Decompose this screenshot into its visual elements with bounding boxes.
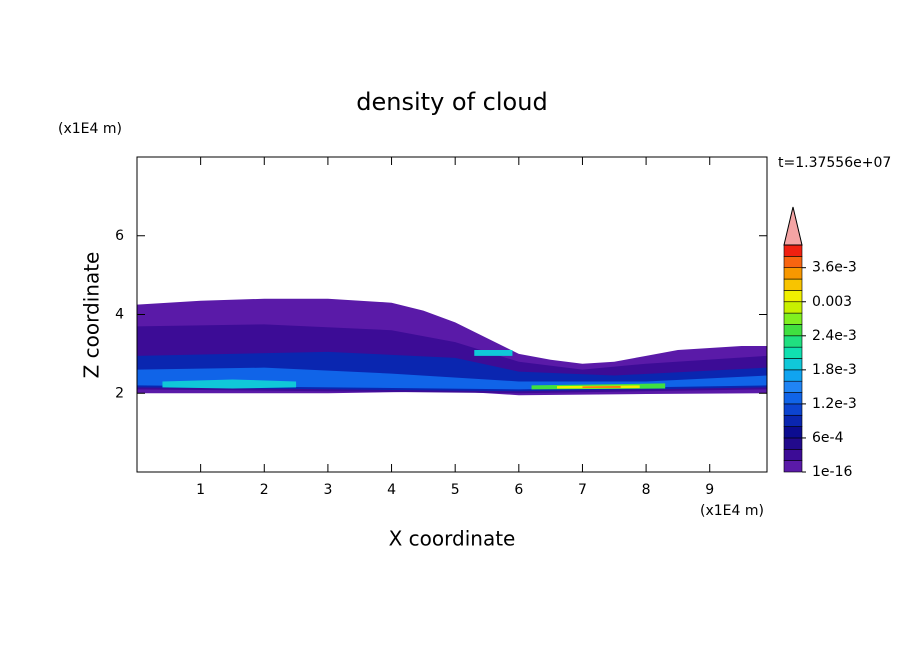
colorbar-extend (783, 206, 803, 246)
colorbar-box (783, 448, 803, 461)
colorbar-label: 2.4e-3 (812, 328, 857, 344)
colorbar-box (783, 301, 803, 314)
colorbar-box (783, 437, 803, 450)
cloud-region (474, 349, 513, 356)
colorbar-label: 1.2e-3 (812, 396, 857, 412)
colorbar-box (783, 426, 803, 439)
colorbar-label: 6e-4 (812, 430, 844, 446)
x-tick-label: 7 (578, 482, 587, 498)
colorbar-label: 3.6e-3 (812, 260, 857, 276)
x-tick-label: 6 (514, 482, 523, 498)
y-unit: (x1E4 m) (58, 121, 122, 137)
colorbar-box (783, 369, 803, 382)
time-label: t=1.37556e+07 (778, 155, 891, 171)
colorbar-box (783, 290, 803, 303)
colorbar-box (783, 312, 803, 325)
x-tick-label: 8 (642, 482, 651, 498)
colorbar-label: 0.003 (812, 294, 852, 310)
y-axis-label: Z coordinate (80, 252, 104, 379)
colorbar-box (783, 346, 803, 359)
x-tick-label: 2 (260, 482, 269, 498)
x-unit: (x1E4 m) (700, 503, 764, 519)
x-axis-label: X coordinate (389, 527, 516, 551)
x-tick-label: 4 (387, 482, 396, 498)
colorbar-box (783, 358, 803, 371)
colorbar-box (783, 278, 803, 291)
y-tick-label: 6 (115, 228, 124, 244)
x-tick-label: 9 (705, 482, 714, 498)
cloud-region (582, 386, 621, 388)
x-tick-label: 1 (196, 482, 205, 498)
colorbar-box (783, 324, 803, 337)
colorbar-box (783, 460, 803, 473)
x-tick-label: 5 (451, 482, 460, 498)
colorbar-box (783, 244, 803, 257)
y-tick-label: 4 (115, 307, 124, 323)
colorbar-box (783, 392, 803, 405)
colorbar-box (783, 256, 803, 269)
colorbar-label: 1.8e-3 (812, 362, 857, 378)
cloud-region (162, 379, 297, 389)
x-tick-label: 3 (323, 482, 332, 498)
colorbar-label: 1e-16 (812, 464, 852, 480)
chart-title: density of cloud (356, 88, 547, 116)
y-tick-label: 2 (115, 385, 124, 401)
colorbar-box (783, 380, 803, 393)
colorbar-box (783, 403, 803, 416)
colorbar-box (783, 335, 803, 348)
colorbar-box (783, 414, 803, 427)
colorbar-box (783, 267, 803, 280)
